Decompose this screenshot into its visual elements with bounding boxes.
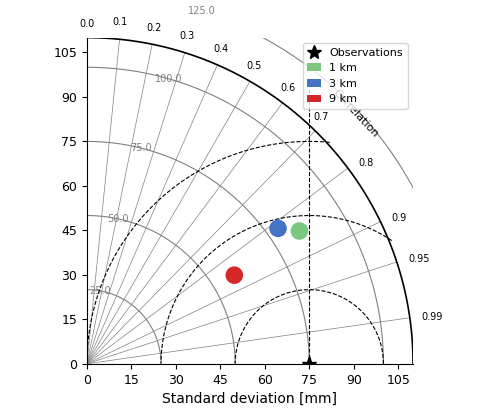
Point xyxy=(230,272,238,278)
Text: 0.9: 0.9 xyxy=(392,213,406,223)
Text: 75.0: 75.0 xyxy=(130,143,152,153)
Text: 50.0: 50.0 xyxy=(107,214,128,224)
Text: 0.2: 0.2 xyxy=(146,23,162,33)
Legend: Observations, 1 km, 3 km, 9 km: Observations, 1 km, 3 km, 9 km xyxy=(303,43,408,109)
Text: 0.8: 0.8 xyxy=(358,158,373,168)
Text: 0.99: 0.99 xyxy=(422,311,443,321)
Text: 0.1: 0.1 xyxy=(113,17,128,27)
Text: 0.0: 0.0 xyxy=(80,19,94,29)
Text: Correlation: Correlation xyxy=(331,87,380,139)
Point xyxy=(296,228,304,234)
Text: 125.0: 125.0 xyxy=(188,6,216,16)
Text: 100.0: 100.0 xyxy=(155,74,182,84)
Text: 0.3: 0.3 xyxy=(180,31,195,41)
Text: 0.6: 0.6 xyxy=(280,83,295,93)
Point xyxy=(274,225,282,232)
Text: 25.0: 25.0 xyxy=(89,286,110,296)
Text: 0.5: 0.5 xyxy=(247,61,262,71)
Text: 0.7: 0.7 xyxy=(314,112,329,121)
Text: 0.95: 0.95 xyxy=(408,254,430,264)
Text: 0.4: 0.4 xyxy=(214,44,228,54)
X-axis label: Standard deviation [mm]: Standard deviation [mm] xyxy=(162,392,338,406)
